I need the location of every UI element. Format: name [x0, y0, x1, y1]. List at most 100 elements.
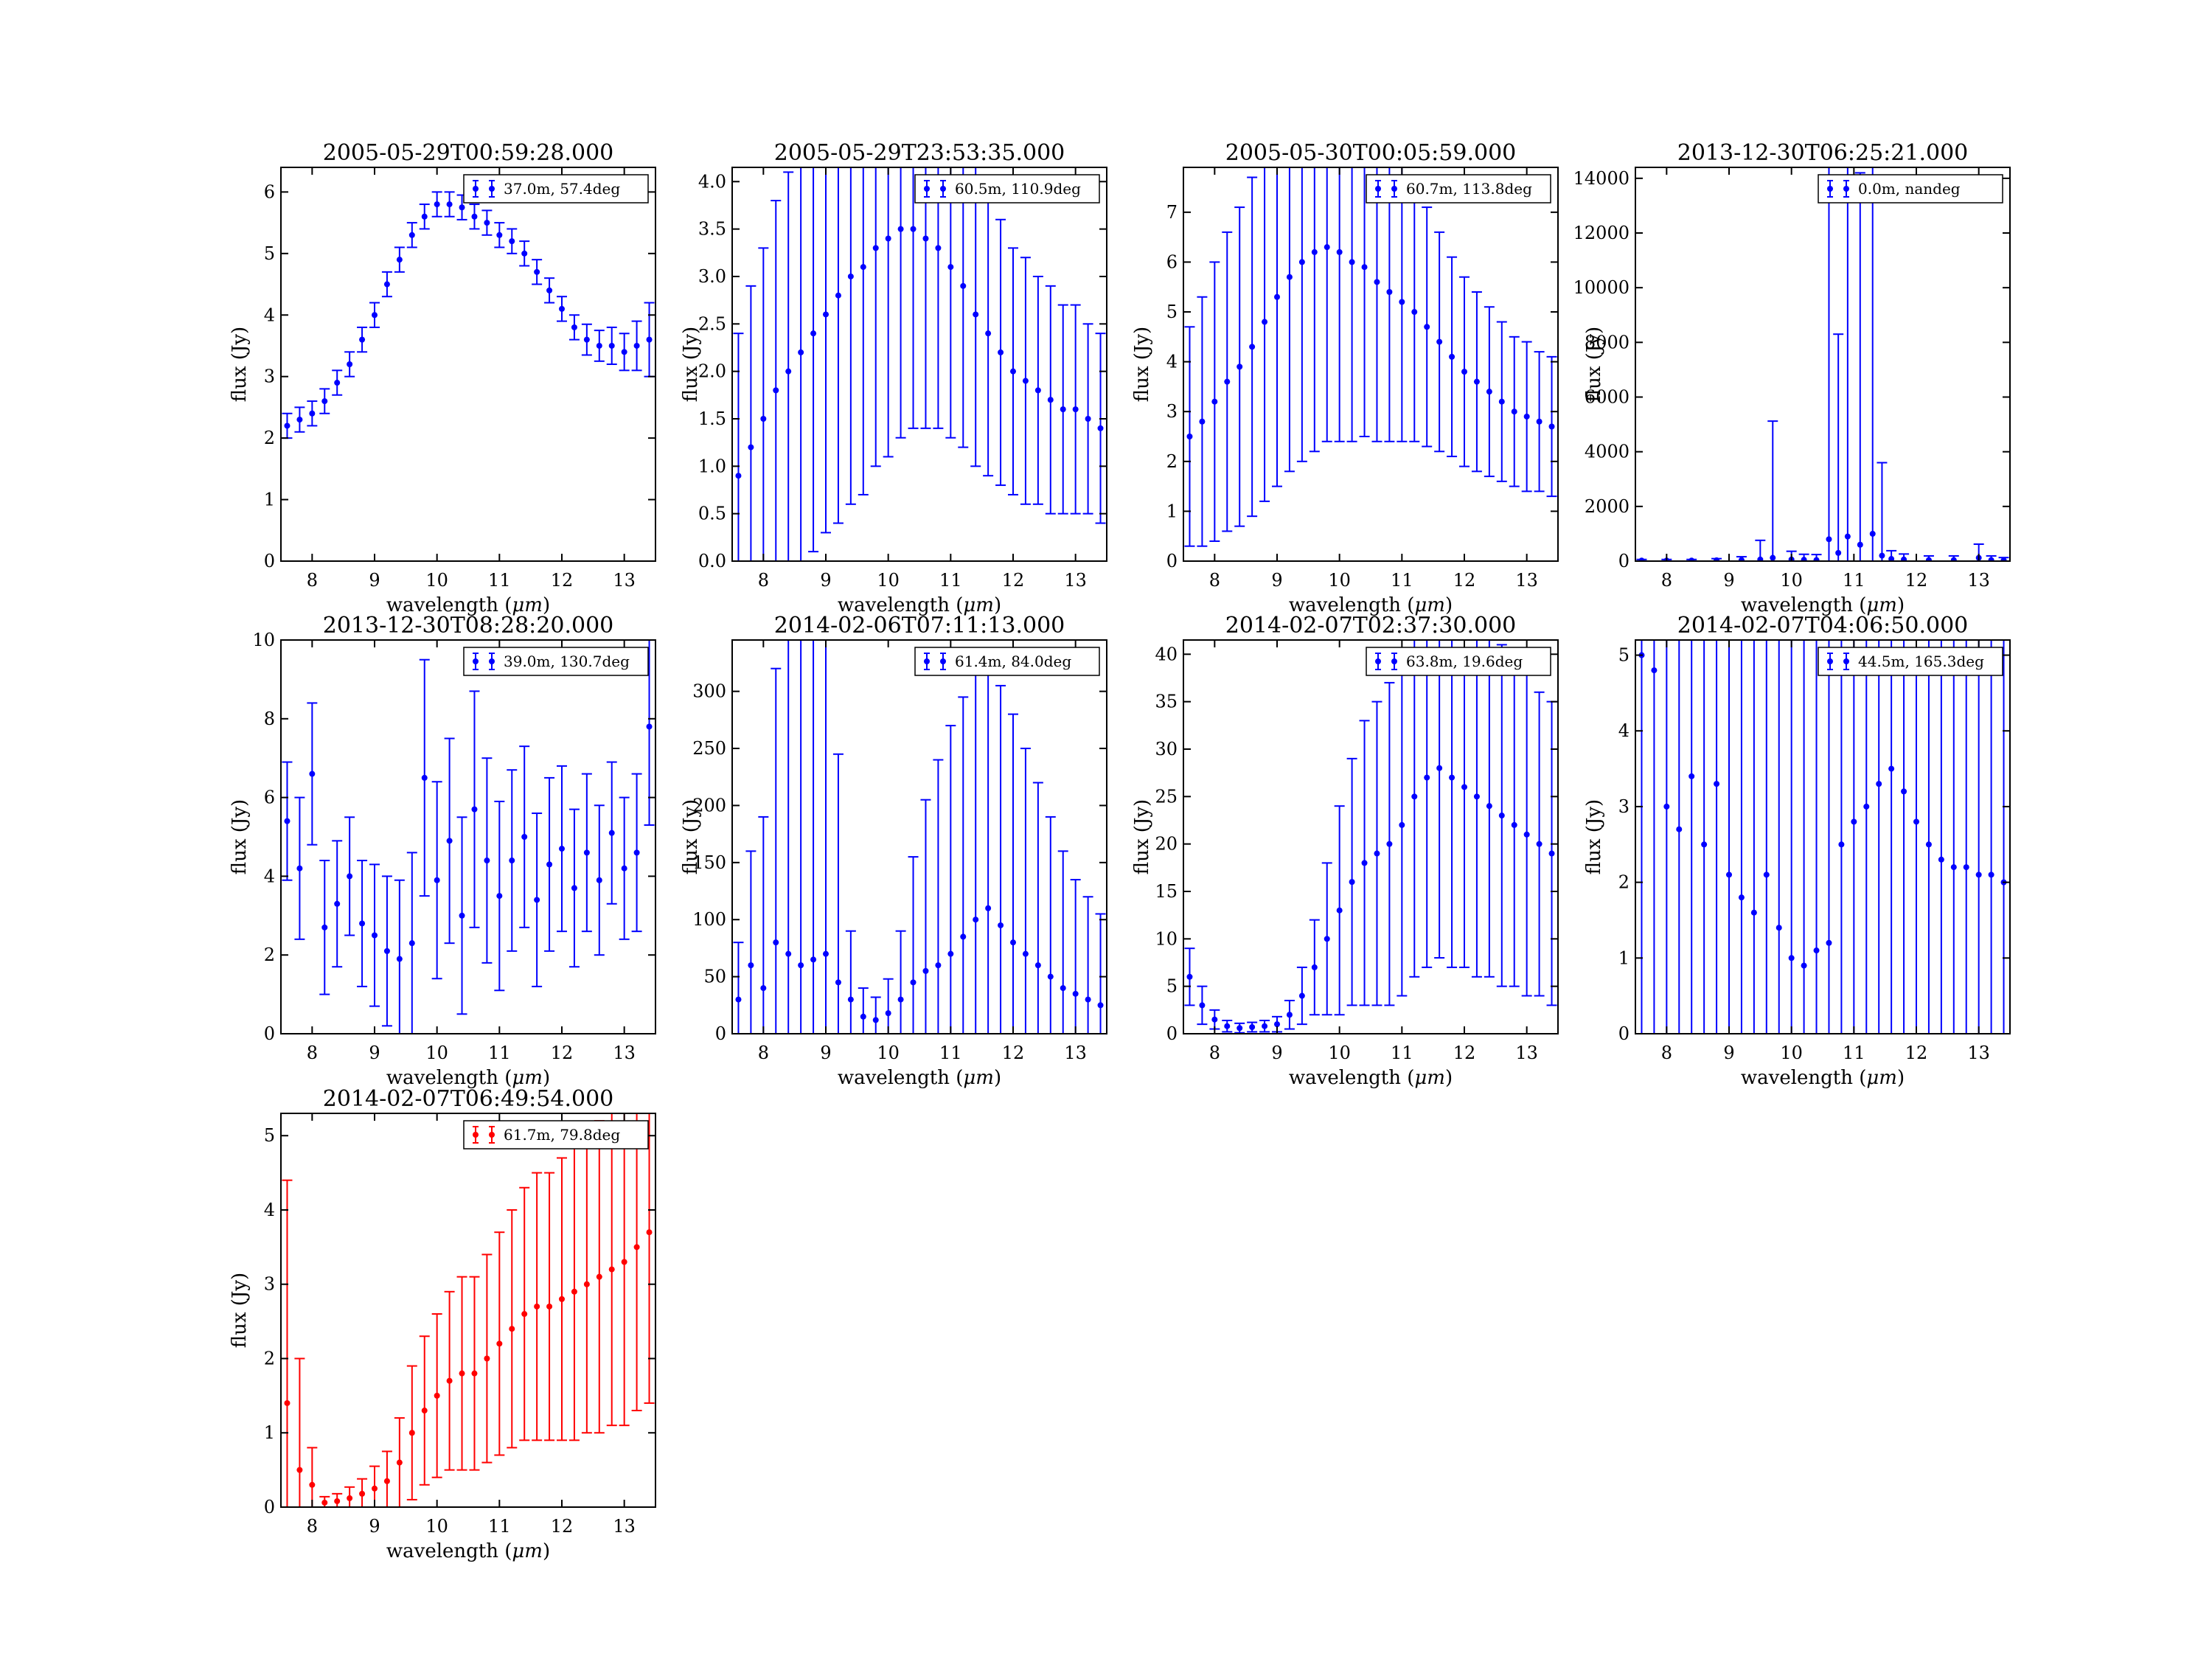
y-tick-label: 0	[715, 1023, 726, 1044]
subplot-title: 2013-12-30T06:25:21.000	[1677, 140, 1969, 166]
marker	[1925, 841, 1932, 848]
marker	[1888, 765, 1895, 772]
x-tick-label: 8	[1209, 1043, 1220, 1063]
data-point	[581, 773, 592, 933]
data-point	[307, 1447, 318, 1507]
subplot-5: 8 9 10 11 12 13 0 2 4 6 8 10 2013-12-30T08:28:20.000…	[229, 613, 656, 1089]
data-point	[406, 1365, 417, 1500]
marker	[1411, 793, 1418, 800]
y-tick-label: 8000	[1585, 332, 1630, 352]
marker	[998, 922, 1004, 928]
y-tick-label: 7	[1166, 202, 1178, 223]
marker	[1844, 533, 1851, 540]
legend-marker	[473, 1132, 479, 1138]
marker	[1324, 936, 1330, 942]
data-point	[1714, 640, 1720, 1034]
x-tick-label: 10	[1328, 570, 1351, 591]
marker	[1548, 423, 1555, 430]
data-point	[519, 240, 530, 267]
x-tick-label: 9	[1271, 570, 1282, 591]
marker	[1449, 774, 1455, 781]
marker	[1486, 803, 1492, 810]
legend: 61.7m, 79.8deg	[463, 1120, 649, 1150]
marker	[534, 268, 540, 275]
y-tick-label: 2	[1166, 451, 1178, 472]
x-tick-label: 13	[1967, 1043, 1990, 1063]
axes-frame	[1183, 167, 1559, 562]
data-point	[1070, 879, 1081, 1034]
y-tick-label: 6	[264, 181, 275, 202]
marker	[823, 950, 829, 957]
marker	[1925, 557, 1932, 561]
x-tick-label: 8	[307, 570, 318, 591]
y-tick-label: 4	[1618, 720, 1630, 741]
legend-marker	[1843, 186, 1849, 192]
marker	[1498, 813, 1505, 819]
legend-marker	[924, 658, 930, 664]
x-tick-label: 8	[758, 570, 769, 591]
data-point	[845, 930, 856, 1034]
data-point	[1521, 341, 1532, 493]
marker	[334, 380, 341, 386]
data-point	[1676, 640, 1683, 1034]
data-point	[494, 222, 505, 248]
marker	[1688, 773, 1695, 779]
marker	[1286, 274, 1293, 280]
y-axis-label: flux (Jy)	[229, 327, 251, 402]
data-point	[895, 930, 906, 1034]
marker	[1199, 1002, 1206, 1009]
data-point	[357, 1478, 368, 1507]
data-point	[1711, 557, 1722, 561]
data-point	[758, 815, 769, 1034]
marker	[1738, 557, 1745, 561]
marker	[296, 417, 303, 423]
y-tick-label: 5	[1166, 976, 1178, 997]
y-tick-label: 5	[264, 243, 275, 264]
data-point	[1057, 850, 1068, 1034]
data-point	[557, 765, 567, 933]
marker	[334, 1498, 341, 1504]
marker	[434, 201, 440, 208]
marker	[421, 1408, 428, 1414]
data-point	[544, 776, 555, 952]
legend-label: 63.8m, 19.6deg	[1406, 653, 1523, 670]
marker	[347, 1495, 353, 1501]
marker	[1034, 387, 1041, 394]
marker	[596, 342, 602, 349]
y-tick-label: 100	[692, 909, 726, 930]
data-point	[282, 1179, 293, 1507]
marker	[571, 324, 577, 330]
marker	[1211, 398, 1218, 405]
x-tick-label: 13	[1515, 570, 1538, 591]
axes-frame	[280, 639, 656, 1034]
data-point	[1986, 554, 1997, 561]
data-point	[568, 314, 580, 341]
data-point	[1851, 640, 1857, 1034]
data-point	[858, 987, 869, 1034]
data-point	[933, 167, 944, 429]
subplot-title: 2005-05-29T23:53:35.000	[774, 140, 1065, 166]
x-axis-label: wavelength (μm)	[838, 1067, 1001, 1089]
plot-area	[1638, 640, 2007, 1034]
data-point	[332, 369, 343, 396]
axes-frame	[1635, 167, 2011, 562]
data-point	[456, 816, 467, 1015]
y-tick-label: 1	[264, 490, 275, 510]
data-point	[644, 1113, 655, 1404]
marker	[810, 956, 817, 963]
data-point	[1798, 553, 1809, 561]
y-axis-label: flux (Jy)	[1583, 799, 1605, 874]
data-point	[1975, 640, 1982, 1034]
x-axis-label: wavelength (μm)	[386, 1540, 550, 1562]
data-point	[1234, 1022, 1245, 1034]
data-point	[1346, 167, 1357, 442]
data-point	[544, 1172, 555, 1441]
legend-label: 60.5m, 110.9deg	[955, 180, 1081, 198]
marker	[1714, 781, 1720, 787]
data-point	[945, 167, 956, 439]
data-point	[294, 1357, 305, 1507]
marker	[1548, 850, 1555, 857]
data-point	[1923, 554, 1934, 561]
marker	[1262, 319, 1268, 325]
y-tick-label: 1.0	[698, 456, 726, 476]
